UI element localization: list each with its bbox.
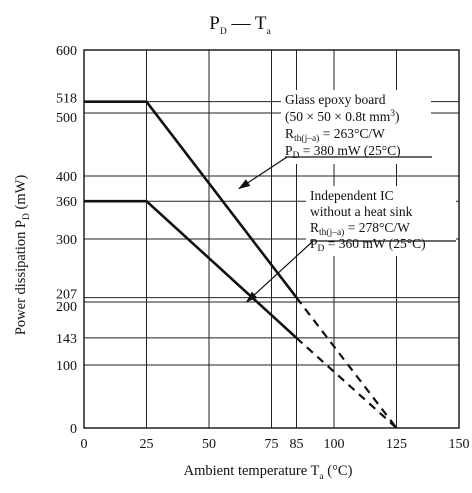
x-tick-label: 150	[449, 437, 470, 452]
annotation-line4-pre: P	[310, 236, 318, 251]
annotation-line3-pre: R	[310, 220, 319, 235]
annotation-line4-post: = 380 mW (25°C)	[299, 143, 400, 158]
title-second: T	[255, 13, 267, 34]
x-axis-label: Ambient temperature Ta (°C)	[184, 463, 353, 482]
series-2-dashed-line	[295, 337, 398, 429]
x-axis-label-unit: (°C)	[324, 463, 353, 479]
y-tick-label: 400	[56, 170, 77, 185]
annotation-line1: Independent IC	[310, 188, 394, 203]
annotation-line3: Rth(j–a) = 263°C/W	[285, 126, 385, 144]
y-tick-label: 518	[56, 92, 77, 107]
series-2-solid-line	[84, 199, 298, 339]
annotation-line3-post: = 278°C/W	[344, 220, 410, 235]
x-tick-label: 0	[81, 437, 88, 452]
annotation-line4-sub: D	[293, 151, 300, 161]
plot-frame	[83, 49, 460, 429]
x-axis-label-text: Ambient temperature T	[184, 463, 320, 479]
y-tick-label: 360	[56, 195, 77, 210]
annotation-backdrop	[306, 186, 456, 256]
annotation-arrow	[245, 241, 313, 303]
annotation-line1: Glass epoxy board	[285, 92, 386, 107]
title-dash: —	[227, 13, 255, 34]
series-1-solid-line	[84, 100, 298, 299]
series-1-dashed-line	[295, 296, 398, 429]
y-tick-label: 300	[56, 233, 77, 248]
annotation-line4-post: = 360 mW (25°C)	[324, 236, 425, 251]
y-axis-label-unit: (mW)	[13, 175, 29, 213]
annotation-line3: Rth(j–a) = 278°C/W	[310, 220, 410, 238]
annotation-line3-sub: th(j–a)	[319, 227, 344, 238]
y-axis-label: Power dissipation PD (mW)	[13, 175, 32, 335]
annotation-arrow	[238, 156, 288, 190]
annotation-line4: PD = 380 mW (25°C)	[285, 143, 401, 161]
annotation-line3-pre: R	[285, 126, 294, 141]
y-axis-label-sub: D	[22, 213, 32, 220]
annotation-line3-post: = 263°C/W	[319, 126, 385, 141]
x-tick-label: 50	[202, 437, 216, 452]
y-tick-label: 0	[70, 422, 77, 437]
title-main: P	[209, 13, 220, 34]
x-tick-label: 125	[386, 437, 407, 452]
annotation-line4: PD = 360 mW (25°C)	[310, 236, 426, 254]
annotation-backdrop	[281, 90, 431, 164]
x-tick-label: 85	[290, 437, 304, 452]
chart-title: PD — Ta	[209, 13, 271, 37]
annotation-line3-sub: th(j–a)	[294, 133, 319, 144]
y-axis-label-text: Power dissipation P	[13, 220, 29, 335]
title-second-sub: a	[267, 27, 272, 37]
annotation-line2: without a heat sink	[310, 204, 413, 219]
title-main-sub: D	[220, 27, 227, 37]
annotations: Glass epoxy board (50 × 50 × 0.8t mm3) Rth…	[238, 90, 456, 303]
annotation-line2-pre: (50 × 50 × 0.8t mm	[285, 109, 391, 124]
annotation-line2-post: )	[395, 109, 400, 124]
y-tick-label: 500	[56, 111, 77, 126]
y-tick-label: 100	[56, 359, 77, 374]
annotation-line4-pre: P	[285, 143, 293, 158]
y-tick-label: 207	[56, 288, 77, 303]
y-tick-label: 143	[56, 332, 77, 347]
x-tick-label: 25	[140, 437, 154, 452]
annotation-1: Glass epoxy board (50 × 50 × 0.8t mm3) Rth…	[238, 90, 432, 190]
annotation-line4-sub: D	[318, 244, 325, 254]
y-tick-label: 200	[56, 300, 77, 315]
annotation-line2-sup: 3	[390, 109, 395, 119]
x-axis-label-sub: a	[319, 472, 324, 482]
annotation-line2: (50 × 50 × 0.8t mm3)	[285, 109, 399, 124]
x-tick-label: 75	[265, 437, 279, 452]
y-tick-label: 600	[56, 44, 77, 59]
x-tick-label: 100	[324, 437, 345, 452]
